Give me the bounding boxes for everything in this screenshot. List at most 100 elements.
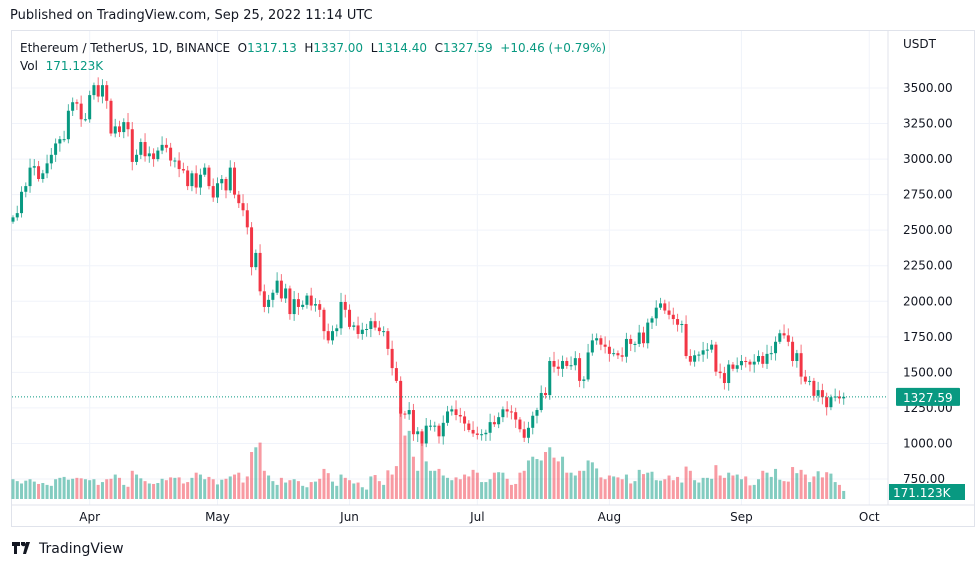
tradingview-logo[interactable]: TradingView <box>12 541 124 557</box>
candle-body <box>509 411 513 413</box>
candle-body <box>37 166 41 179</box>
volume-bar <box>96 484 100 499</box>
volume-bar <box>535 459 539 499</box>
volume-bar <box>365 489 369 499</box>
candle-body <box>437 425 441 437</box>
volume-bar <box>215 484 219 499</box>
candle-body <box>701 350 705 355</box>
candle-body <box>224 178 228 191</box>
candle-body <box>663 303 667 311</box>
candle-body <box>237 194 241 204</box>
candle-body <box>578 358 582 381</box>
candle-body <box>156 150 160 160</box>
volume-bar <box>646 472 650 499</box>
candle-body <box>582 379 586 381</box>
candle-body <box>475 433 479 435</box>
candle-body <box>15 213 19 218</box>
volume-bar <box>650 471 654 499</box>
volume-bar <box>463 474 467 499</box>
candle-body <box>837 396 841 399</box>
volume-bar <box>671 480 675 499</box>
candle-body <box>54 143 58 155</box>
volume-bar <box>45 484 49 499</box>
candle-body <box>41 173 45 179</box>
volume-bar <box>539 460 543 499</box>
volume-bar <box>143 481 147 499</box>
candle-body <box>58 139 62 144</box>
volume-bar <box>531 456 535 499</box>
candle-body <box>650 318 654 323</box>
volume-bar <box>812 476 816 499</box>
candle-body <box>659 303 663 308</box>
candle-body <box>518 419 522 430</box>
candle-body <box>356 325 360 334</box>
candle-body <box>20 191 24 214</box>
close-label: C <box>434 41 444 55</box>
candle-body <box>296 299 300 307</box>
volume-bar <box>659 480 663 499</box>
volume-bar <box>54 479 58 499</box>
volume-bar <box>607 475 611 499</box>
volume-bar <box>582 470 586 499</box>
low-value: 1314.40 <box>377 41 427 55</box>
candle-body <box>339 301 343 329</box>
change-value: +10.46 (+0.79%) <box>500 41 607 55</box>
price-tick-label: 1500.00 <box>903 365 953 379</box>
candle-body <box>765 353 769 364</box>
candle-body <box>399 380 403 414</box>
candle-body <box>820 390 824 398</box>
volume-bar <box>360 487 364 499</box>
time-tick-label: Sep <box>730 510 753 524</box>
volume-bar <box>458 479 462 499</box>
volume-bar <box>220 479 224 499</box>
volume-bar <box>778 479 782 499</box>
candle-body <box>505 409 509 412</box>
candle-body <box>791 341 795 361</box>
candle-body <box>616 353 620 356</box>
price-tick-label: 1000.00 <box>903 436 953 450</box>
volume-bar <box>480 482 484 499</box>
candle-body <box>173 160 177 162</box>
candle-body <box>599 338 603 345</box>
price-tick-label: 3250.00 <box>903 117 953 131</box>
volume-bar <box>250 452 254 499</box>
candle-body <box>829 397 833 408</box>
candle-body <box>795 353 799 361</box>
volume-bar <box>620 479 624 499</box>
volume-bar <box>667 475 671 499</box>
candle-body <box>420 431 424 444</box>
candle-body <box>761 356 765 364</box>
candle-body <box>531 415 535 428</box>
close-value: 1327.59 <box>443 41 493 55</box>
volume-bar <box>774 468 778 499</box>
symbol-label[interactable]: Ethereum / TetherUS, 1D, BINANCE <box>20 41 231 55</box>
candle-body <box>676 319 680 325</box>
candle-body <box>607 346 611 354</box>
candle-body <box>105 85 109 101</box>
volume-bar <box>782 481 786 499</box>
candle-body <box>714 344 718 372</box>
candle-body <box>369 321 373 329</box>
volume-bar <box>92 479 96 499</box>
volume-bar <box>522 470 526 499</box>
candle-body <box>245 210 249 228</box>
volume-bar <box>718 475 722 499</box>
volume-bar <box>245 476 249 499</box>
low-label: L <box>370 41 378 55</box>
volume-bar <box>326 473 330 499</box>
volume-bar <box>15 481 19 499</box>
volume-bar <box>41 483 45 499</box>
volume-bar <box>573 475 577 499</box>
candle-body <box>92 85 96 96</box>
candle-body <box>335 328 339 332</box>
volume-bar <box>420 433 424 499</box>
volume-bar <box>58 477 62 499</box>
candle-body <box>637 332 641 344</box>
volume-bar <box>399 407 403 499</box>
candle-body <box>786 335 790 342</box>
candle-body <box>32 166 36 168</box>
candle-body <box>386 331 390 349</box>
volume-bar <box>433 470 437 499</box>
candle-body <box>45 163 49 174</box>
